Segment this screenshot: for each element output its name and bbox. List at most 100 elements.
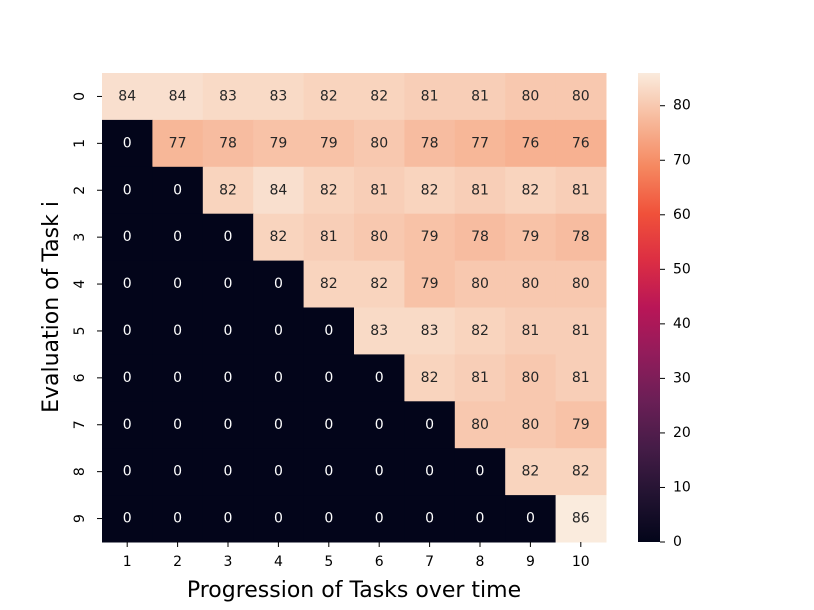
cell-label: 0 [173,511,182,527]
heatmap-cell [555,213,607,262]
heatmap-cell [555,495,607,543]
cell-label: 0 [274,417,283,433]
cell-label: 0 [526,511,535,527]
cell-label: 81 [370,182,388,198]
heatmap-cell [253,213,305,262]
cell-label: 0 [274,511,283,527]
cell-label: 82 [320,276,338,292]
colorbar-tick-label: 40 [673,316,691,332]
x-tick-label: 3 [224,554,233,570]
heatmap-cell [555,73,607,121]
cell-label: 0 [324,370,333,386]
heatmap-cell [202,213,254,262]
heatmap-cell [505,119,557,168]
heatmap-cell [303,307,355,355]
x-tick-label: 5 [324,554,333,570]
heatmap-cell [354,260,405,308]
cell-label: 0 [224,370,233,386]
heatmap-cell [303,448,355,496]
heatmap-cell [505,73,557,121]
heatmap-cell [505,448,557,496]
cell-label: 78 [471,229,489,245]
heatmap-cell [152,448,204,496]
heatmap-cell [152,73,204,121]
cell-label: 80 [572,88,590,104]
x-axis-label: Progression of Tasks over time [187,578,521,603]
heatmap-cell [404,119,456,168]
heatmap-cell [102,213,153,262]
heatmap-cell [454,166,506,215]
cell-label: 0 [375,417,384,433]
cell-label: 79 [320,135,338,151]
heatmap-cell [404,448,456,496]
colorbar-tick-label: 10 [673,479,691,495]
cell-label: 80 [471,276,489,292]
heatmap-cell [354,307,405,355]
heatmap-cell [354,495,405,543]
heatmap-cell [152,354,204,402]
cell-label: 80 [370,229,388,245]
cell-label: 0 [375,464,384,480]
cell-label: 0 [123,229,132,245]
heatmap-cell [102,495,153,543]
heatmap-cell [555,448,607,496]
colorbar-tick-label: 70 [673,152,691,168]
heatmap-cell [404,401,456,449]
cell-label: 0 [224,511,233,527]
heatmap-cell [354,119,405,168]
cell-label: 0 [224,464,233,480]
cell-label: 0 [425,417,434,433]
cell-label: 76 [572,135,590,151]
cell-label: 81 [521,323,539,339]
cell-label: 0 [274,464,283,480]
heatmap-cell [303,354,355,402]
heatmap-cell [152,260,204,308]
cell-label: 0 [274,276,283,292]
cell-label: 82 [219,182,237,198]
heatmap-cell [202,354,254,402]
cell-label: 0 [123,276,132,292]
y-tick-label: 2 [72,186,88,195]
cell-label: 84 [118,88,136,104]
cell-label: 78 [572,229,590,245]
x-tick-label: 7 [425,554,434,570]
heatmap-cell [253,354,305,402]
heatmap-cell [404,307,456,355]
heatmap-cell [152,213,204,262]
heatmap-cell [454,213,506,262]
heatmap-cell [253,260,305,308]
cell-label: 82 [421,370,439,386]
cell-label: 0 [123,135,132,151]
heatmap-cell [102,260,153,308]
x-tick-label: 10 [572,554,590,570]
x-tick-label: 4 [274,554,283,570]
cell-label: 80 [521,88,539,104]
colorbar-tick-label: 0 [673,534,682,550]
cell-label: 0 [324,464,333,480]
colorbar-tick-label: 60 [673,207,691,223]
cell-label: 82 [320,88,338,104]
cell-label: 0 [274,370,283,386]
heatmap-cell [253,166,305,215]
heatmap-cell [354,448,405,496]
heatmap-cell [202,260,254,308]
cell-label: 0 [123,182,132,198]
cell-label: 0 [224,417,233,433]
cell-label: 81 [320,229,338,245]
heatmap-cell [152,495,204,543]
cell-label: 79 [421,276,439,292]
heatmap-cell [454,119,506,168]
cell-label: 0 [173,229,182,245]
cell-label: 82 [521,182,539,198]
cell-label: 0 [123,370,132,386]
colorbar-tick-label: 20 [673,425,691,441]
y-tick-label: 4 [72,280,88,289]
heatmap-cell [505,166,557,215]
heatmap-cell [152,307,204,355]
y-tick-label: 1 [72,139,88,148]
heatmap-cell [202,119,254,168]
cell-label: 0 [476,511,485,527]
heatmap-cell [303,260,355,308]
heatmap-cell [202,495,254,543]
x-tick-label: 2 [173,554,182,570]
